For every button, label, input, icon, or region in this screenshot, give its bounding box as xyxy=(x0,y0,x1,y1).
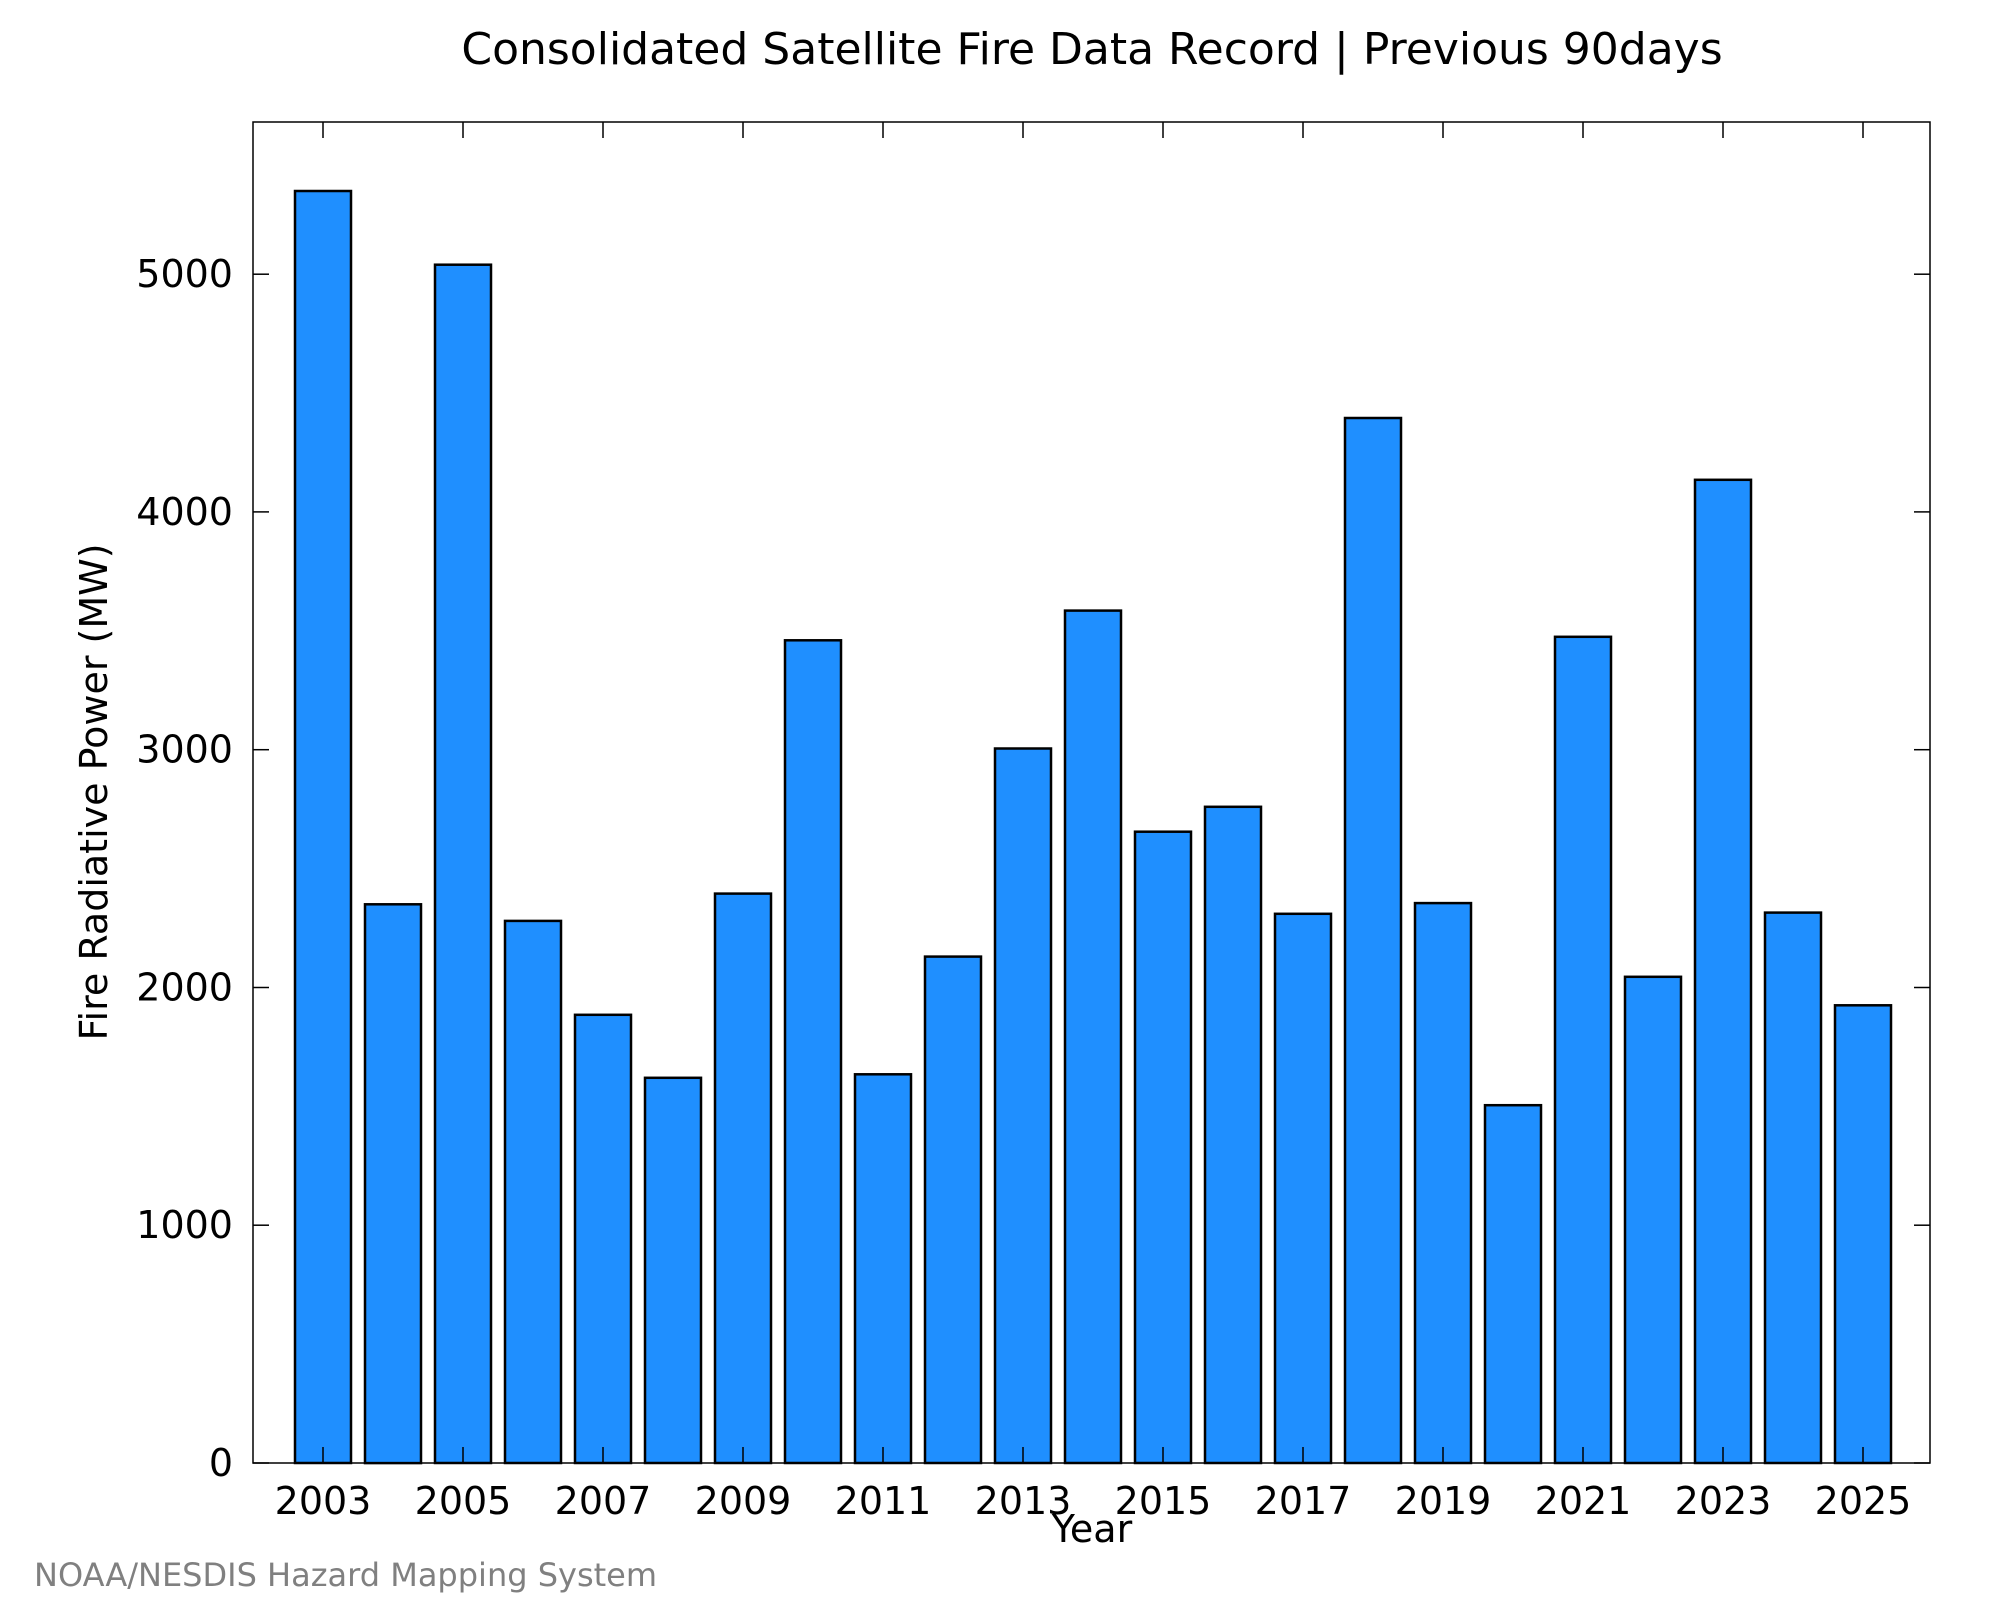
bar-2025 xyxy=(1833,1004,1893,1465)
y-tick-label-4000: 4000 xyxy=(136,490,233,534)
bar-2022 xyxy=(1623,975,1683,1465)
bar-2007 xyxy=(573,1013,633,1465)
bar-2014 xyxy=(1063,609,1123,1465)
x-tick-label-2009: 2009 xyxy=(695,1479,792,1523)
x-tick-label-2003: 2003 xyxy=(275,1479,372,1523)
chart-title: Consolidated Satellite Fire Data Record … xyxy=(461,24,1722,75)
x-tick-label-2015: 2015 xyxy=(1115,1479,1212,1523)
bar-2009 xyxy=(713,892,773,1465)
x-tick-label-2019: 2019 xyxy=(1395,1479,1492,1523)
ticks-layer: 0 1000 2000 3000 4000 5000 2003 2005 2007 2009 201… xyxy=(136,122,1930,1523)
x-tick-label-2005: 2005 xyxy=(415,1479,512,1523)
bar-2011 xyxy=(853,1073,913,1465)
bars-layer xyxy=(293,189,1893,1465)
y-axis-label: Fire Radiative Power (MW) xyxy=(72,543,116,1040)
bar-2019 xyxy=(1413,901,1473,1465)
bar-2005 xyxy=(433,263,493,1465)
bar-2013 xyxy=(993,747,1053,1465)
bar-2004 xyxy=(363,903,423,1465)
bar-2010 xyxy=(783,639,843,1465)
bar-2023 xyxy=(1693,478,1753,1465)
bar-2006 xyxy=(503,919,563,1465)
x-tick-label-2011: 2011 xyxy=(835,1479,932,1523)
bar-2016 xyxy=(1203,805,1263,1465)
bar-2024 xyxy=(1763,911,1823,1465)
y-tick-label-3000: 3000 xyxy=(136,728,233,772)
x-tick-label-2007: 2007 xyxy=(555,1479,652,1523)
bar-2018 xyxy=(1343,416,1403,1465)
source-credit: NOAA/NESDIS Hazard Mapping System xyxy=(34,1556,657,1594)
x-tick-label-2013: 2013 xyxy=(975,1479,1072,1523)
x-axis-label: Year xyxy=(1051,1507,1133,1551)
y-tick-label-2000: 2000 xyxy=(136,966,233,1010)
x-tick-label-2017: 2017 xyxy=(1255,1479,1352,1523)
bar-2017 xyxy=(1273,912,1333,1465)
x-tick-label-2025: 2025 xyxy=(1815,1479,1912,1523)
y-tick-label-5000: 5000 xyxy=(136,252,233,296)
bar-2015 xyxy=(1133,830,1193,1465)
bar-2012 xyxy=(923,955,983,1465)
y-tick-label-0: 0 xyxy=(209,1441,233,1485)
plot-frame xyxy=(252,121,1931,1464)
x-tick-label-2021: 2021 xyxy=(1535,1479,1632,1523)
bar-2003 xyxy=(293,189,353,1465)
bar-2021 xyxy=(1553,635,1613,1465)
bar-2020 xyxy=(1483,1103,1543,1465)
x-tick-label-2023: 2023 xyxy=(1675,1479,1772,1523)
bar-2008 xyxy=(643,1076,703,1465)
y-tick-label-1000: 1000 xyxy=(136,1203,233,1247)
